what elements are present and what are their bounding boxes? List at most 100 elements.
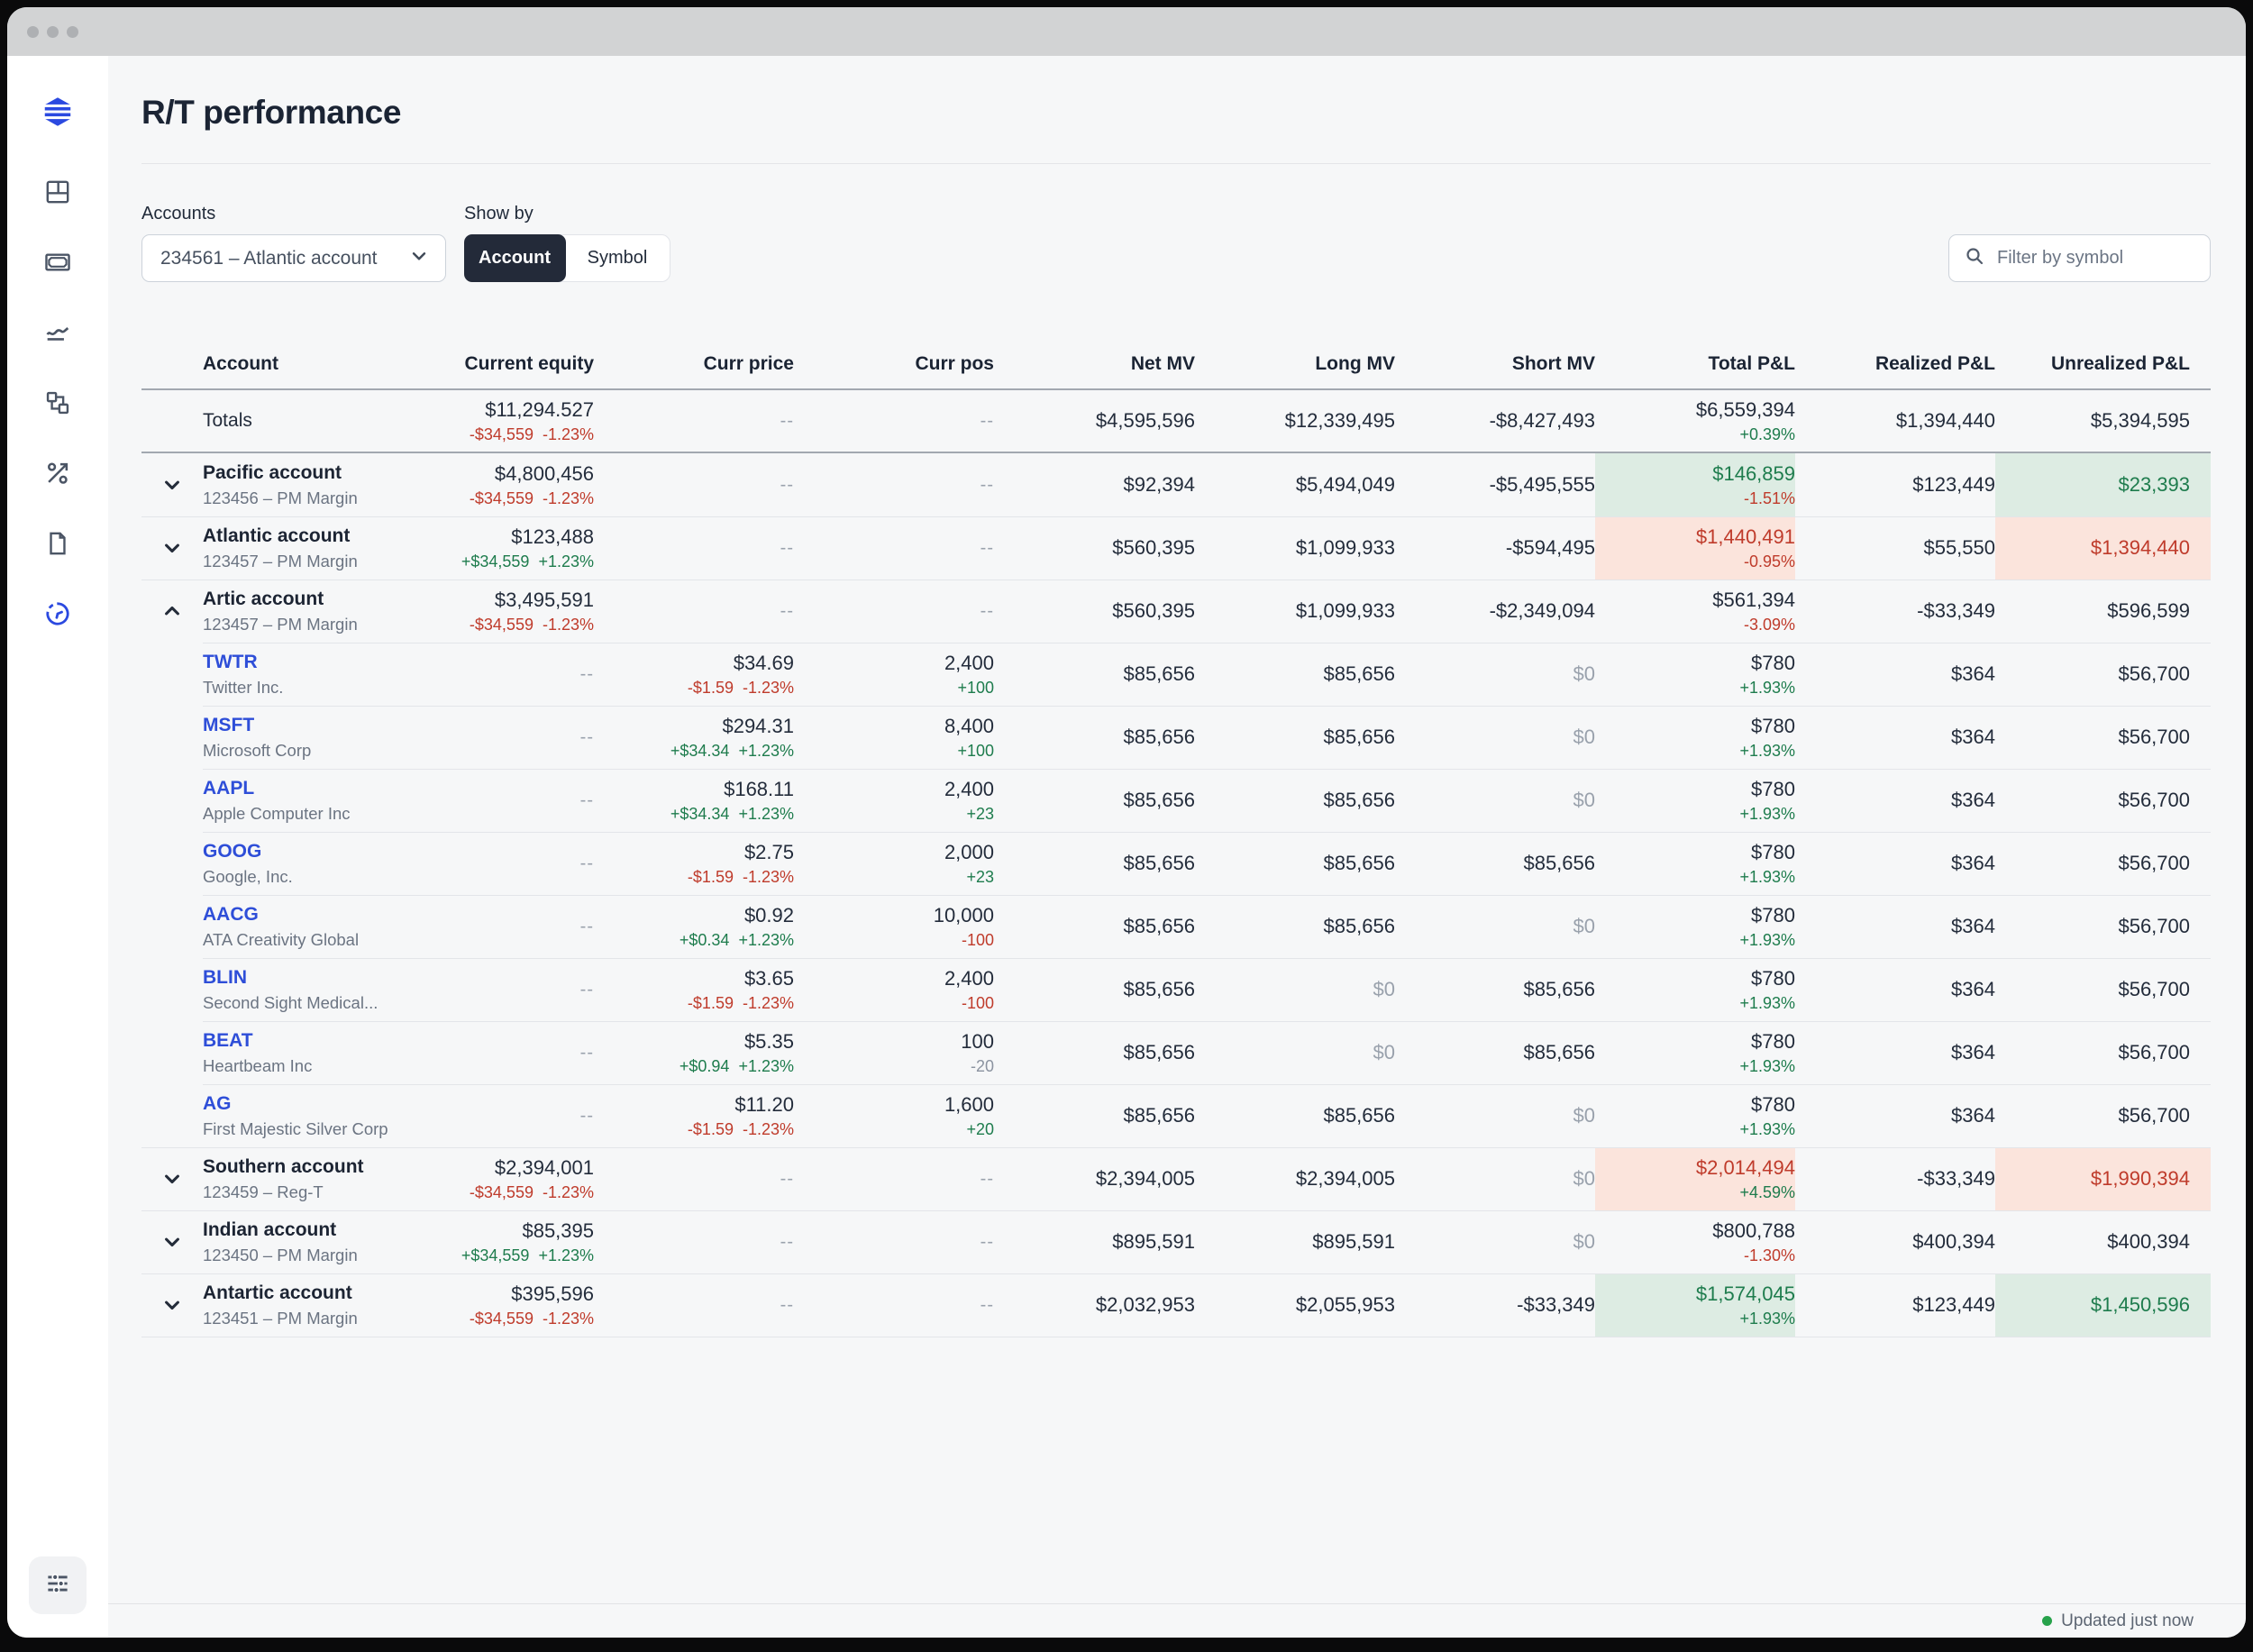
column-header-realized-pl[interactable]: Realized P&L <box>1874 352 1995 374</box>
table-row-antartic-account[interactable]: Antartic account 123451 – PM Margin $395,5… <box>141 1273 2211 1337</box>
table-row-southern-account[interactable]: Southern account 123459 – Reg-T $2,394,001… <box>141 1147 2211 1210</box>
show-by-account-button[interactable]: Account <box>463 233 566 282</box>
status-dot <box>2042 1616 2053 1626</box>
cell-price: $0.92 +$0.34 +1.23% <box>594 895 794 958</box>
value-main: $56,700 <box>2118 852 2190 874</box>
account-subtitle: 123450 – PM Margin <box>203 1245 358 1264</box>
cell-net-mv: $2,032,953 <box>994 1273 1195 1337</box>
window-control-dot[interactable] <box>47 25 59 38</box>
sidebar-item-rates[interactable] <box>42 460 73 490</box>
cell-total-pl: $6,559,394 +0.39% <box>1595 390 1795 452</box>
symbol-link[interactable]: GOOG <box>203 840 262 862</box>
accounts-select[interactable]: 234561 – Atlantic account <box>141 234 446 282</box>
accounts-select-value: 234561 – Atlantic account <box>160 247 378 269</box>
value-main: $146,859 <box>1712 461 1795 485</box>
value-main: $364 <box>1951 978 1995 1000</box>
account-name: Southern account <box>203 1155 364 1177</box>
table-row-pacific-account[interactable]: Pacific account 123456 – PM Margin $4,800,… <box>141 453 2211 516</box>
value-main: $123,449 <box>1912 1293 1995 1316</box>
sidebar-item-history[interactable] <box>42 600 73 631</box>
chevron-down-icon[interactable] <box>160 472 185 497</box>
value-main: $11,294.527 <box>485 397 594 421</box>
account-name: Totals <box>203 410 252 431</box>
cell-pos: 100 -20 <box>794 1021 994 1084</box>
value-main: $123,488 <box>511 525 594 548</box>
cell-pos: -- <box>794 1210 994 1273</box>
symbol-link[interactable]: BLIN <box>203 966 247 988</box>
value-main: 1,600 <box>944 1092 994 1116</box>
chevron-down-icon[interactable] <box>160 1292 185 1318</box>
value-main: $364 <box>1951 662 1995 685</box>
column-header-account[interactable]: Account <box>203 352 278 374</box>
cell-pos: -- <box>794 390 994 452</box>
empty-value: -- <box>780 410 794 431</box>
value-main: $11.20 <box>734 1092 794 1116</box>
symbol-link[interactable]: AAPL <box>203 777 255 799</box>
table-row-indian-account[interactable]: Indian account 123450 – PM Margin $85,395 +… <box>141 1210 2211 1273</box>
account-name: Antartic account <box>203 1282 352 1303</box>
cell-account: AG First Majestic Silver Corp <box>141 1084 389 1147</box>
cell-long-mv: $85,656 <box>1195 643 1395 706</box>
column-header-net-mv[interactable]: Net MV <box>1130 352 1195 374</box>
symbol-link[interactable]: BEAT <box>203 1029 253 1051</box>
value-main: $400,394 <box>2107 1230 2190 1253</box>
value-main: $1,394,440 <box>2090 536 2190 559</box>
value-change: +1.93% <box>1739 1056 1795 1075</box>
sidebar-item-performance[interactable] <box>42 319 73 350</box>
line-chart-icon <box>43 318 72 351</box>
company-name: Second Sight Medical... <box>203 992 379 1012</box>
value-main: $5,394,595 <box>2090 409 2190 432</box>
filters-button[interactable] <box>29 1556 87 1614</box>
table-row-symbol-aapl: AAPL Apple Computer Inc -- $168.11 +$34.34 +… <box>141 769 2211 832</box>
table-row-artic-account[interactable]: Artic account 123457 – PM Margin $3,495,59… <box>141 580 2211 643</box>
sidebar-item-cash[interactable] <box>42 249 73 279</box>
column-header-short-mv[interactable]: Short MV <box>1511 352 1595 374</box>
value-main: $2,055,953 <box>1295 1293 1395 1316</box>
column-header-current-equity[interactable]: Current equity <box>464 352 594 374</box>
value-main: $0 <box>1573 1230 1595 1253</box>
value-main: $55,550 <box>1923 536 1995 559</box>
chevron-up-icon[interactable] <box>160 598 185 624</box>
show-by-symbol-button[interactable]: Symbol <box>587 248 648 268</box>
empty-value: -- <box>980 1231 994 1252</box>
window-control-dot[interactable] <box>27 25 39 38</box>
value-change: +1.93% <box>1739 804 1795 823</box>
column-header-unrealized-pl[interactable]: Unrealized P&L <box>2050 352 2190 374</box>
account-subtitle: 123459 – Reg-T <box>203 1182 324 1201</box>
column-header-curr-pos[interactable]: Curr pos <box>915 352 994 374</box>
chevron-down-icon[interactable] <box>160 535 185 561</box>
company-name: ATA Creativity Global <box>203 929 360 949</box>
value-change: +1.93% <box>1739 678 1795 697</box>
cell-total-pl: $2,014,494 +4.59% <box>1595 1147 1795 1210</box>
chevron-down-icon[interactable] <box>160 1229 185 1255</box>
symbol-link[interactable]: AG <box>203 1092 232 1114</box>
cell-realized-pl: $364 <box>1795 1084 1995 1147</box>
symbol-filter-input[interactable] <box>1997 248 2236 269</box>
symbol-link[interactable]: AACG <box>203 903 259 925</box>
cell-pos: -- <box>794 580 994 643</box>
symbol-link[interactable]: MSFT <box>203 714 255 735</box>
cell-account: MSFT Microsoft Corp <box>141 706 389 769</box>
cell-net-mv: $85,656 <box>994 643 1195 706</box>
cell-price: -- <box>594 390 794 452</box>
cell-net-mv: $4,595,596 <box>994 390 1195 452</box>
workflow-icon <box>43 388 72 422</box>
window-control-dot[interactable] <box>67 25 78 38</box>
value-main: $85,395 <box>522 1218 594 1242</box>
value-main: $2,014,494 <box>1695 1155 1795 1179</box>
empty-value: -- <box>579 979 594 999</box>
column-header-curr-price[interactable]: Curr price <box>703 352 794 374</box>
column-header-total-pl[interactable]: Total P&L <box>1708 352 1795 374</box>
sidebar-item-blocks[interactable] <box>42 389 73 420</box>
chevron-down-icon[interactable] <box>160 1166 185 1191</box>
column-header-long-mv[interactable]: Long MV <box>1315 352 1395 374</box>
sidebar-item-documents[interactable] <box>42 530 73 561</box>
cell-equity: $3,495,591 -$34,559 -1.23% <box>389 580 594 643</box>
symbol-link[interactable]: TWTR <box>203 651 258 672</box>
table-row-atlantic-account[interactable]: Atlantic account 123457 – PM Margin $123,4… <box>141 516 2211 580</box>
cell-long-mv: $85,656 <box>1195 1084 1395 1147</box>
cell-short-mv: -$594,495 <box>1395 516 1595 580</box>
cell-long-mv: $85,656 <box>1195 832 1395 895</box>
value-main: $294.31 <box>722 714 794 737</box>
sidebar-item-dashboard[interactable] <box>42 178 73 209</box>
